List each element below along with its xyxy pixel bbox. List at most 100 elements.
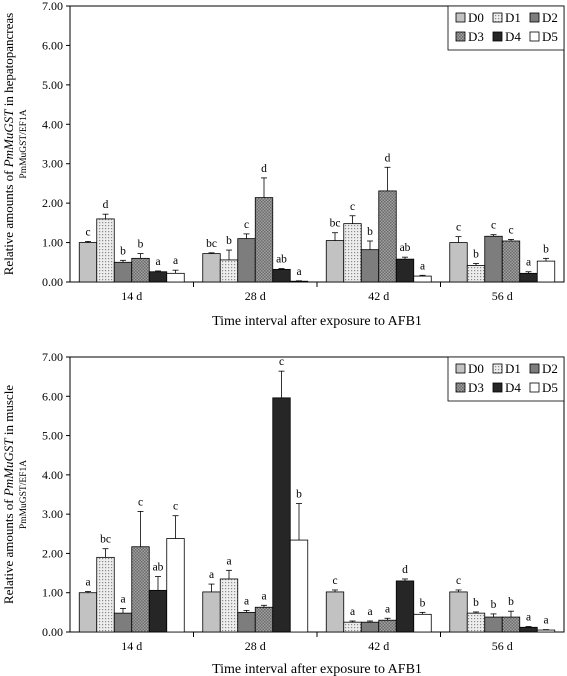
y-tick-label: 0.00 [42,275,63,289]
bar-D3-3 [501,616,521,633]
y-axis-label: Relative amounts of PmMuGST in hepatopan… [1,13,16,275]
legend-label-D1: D1 [505,10,521,25]
legend-swatch-D1 [492,12,503,23]
bar-D0-2 [325,240,345,283]
significance-label: a [420,260,425,272]
x-tick-label: 42 d [368,639,389,653]
legend-label-D1: D1 [505,361,521,376]
significance-label: bc [206,238,217,250]
y-tick-label: 3.00 [42,157,63,171]
significance-label: c [350,201,355,213]
bar-D2-3 [484,235,503,283]
significance-label: c [138,496,143,508]
x-tick-label: 56 d [492,639,513,653]
significance-label: b [473,597,479,609]
bar-D1-3 [466,612,486,633]
bar-D2-1 [237,238,256,283]
bar-D3-2 [378,190,397,283]
significance-label: d [261,163,267,175]
significance-label: a [350,606,355,618]
legend-swatch-D4 [492,31,503,42]
bar-D2-1 [237,611,256,633]
bar-D4-2 [395,258,415,283]
legend-swatch-D3 [455,382,466,393]
significance-label: c [456,575,461,587]
y-tick-label: 7.00 [42,0,63,13]
significance-label: b [491,599,497,611]
legend-swatch-D5 [529,382,540,393]
significance-label: ab [276,254,287,266]
legend-label-D2: D2 [542,361,558,376]
bar-D0-3 [449,242,468,283]
bar-D0-3 [449,591,468,633]
significance-label: b [226,235,232,247]
bar-D2-2 [360,249,380,283]
y-axis-label: Relative amounts of PmMuGST in muscle [1,385,16,604]
legend-swatch-D5 [529,31,540,42]
legend: D0 D1 D2 D3 D4 D5 [447,5,565,51]
significance-label: c [508,224,513,236]
bar-D0-1 [202,253,221,283]
significance-label: c [244,219,249,231]
significance-label: a [85,577,90,589]
y-tick-label: 2.00 [42,196,63,210]
significance-label: bc [100,534,111,546]
significance-label: a [209,569,214,581]
y-tick-label: 6.00 [42,389,63,403]
bar-D1-3 [466,265,486,283]
bar-D1-1 [219,259,239,283]
bar-D1-2 [343,621,362,633]
legend-label-D0: D0 [468,361,484,376]
significance-label: a [526,612,531,624]
bar-D3-1 [254,197,274,283]
bar-D3-2 [378,619,397,633]
bar-D5-3 [536,260,556,283]
y-tick-label: 5.00 [42,78,63,92]
significance-label: a [120,593,125,605]
bar-D5-1 [289,539,309,633]
bar-D5-2 [413,275,432,283]
legend-label-D0: D0 [468,10,484,25]
legend: D0 D1 D2 D3 D4 D5 [447,356,565,402]
bar-D2-0 [113,261,133,283]
significance-label: c [456,222,461,234]
bar-D5-0 [166,538,185,633]
legend-swatch-D0 [455,363,466,374]
bar-D4-2 [395,580,415,633]
y-axis-sublabel: PmMuGST/EF1A [19,460,29,529]
legend-label-D4: D4 [505,380,521,395]
bar-D2-0 [113,612,133,633]
legend-label-D3: D3 [468,29,484,44]
y-tick-label: 4.00 [42,117,63,131]
y-tick-label: 3.00 [42,507,63,521]
y-tick-label: 2.00 [42,546,63,560]
significance-label: a [543,615,548,627]
bar-D1-2 [343,223,362,283]
bar-D5-1 [289,280,309,283]
significance-label: d [103,199,109,211]
significance-label: a [155,256,160,268]
significance-label: c [279,356,284,368]
legend-box [447,356,565,402]
bar-D4-3 [519,272,538,283]
significance-label: ab [400,242,411,254]
x-tick-label: 42 d [368,289,389,303]
x-tick-label: 56 d [492,289,513,303]
significance-label: a [526,257,531,269]
legend-box [447,5,565,51]
bar-D4-3 [519,626,538,633]
significance-label: a [296,266,301,278]
significance-label: b [508,596,514,608]
y-tick-label: 4.00 [42,468,63,482]
x-tick-label: 28 d [245,639,266,653]
x-tick-label: 28 d [245,289,266,303]
bar-D1-0 [96,556,115,633]
significance-label: c [491,220,496,232]
significance-label: b [473,248,479,260]
legend-label-D3: D3 [468,380,484,395]
y-tick-label: 5.00 [42,429,63,443]
significance-label: a [385,603,390,615]
